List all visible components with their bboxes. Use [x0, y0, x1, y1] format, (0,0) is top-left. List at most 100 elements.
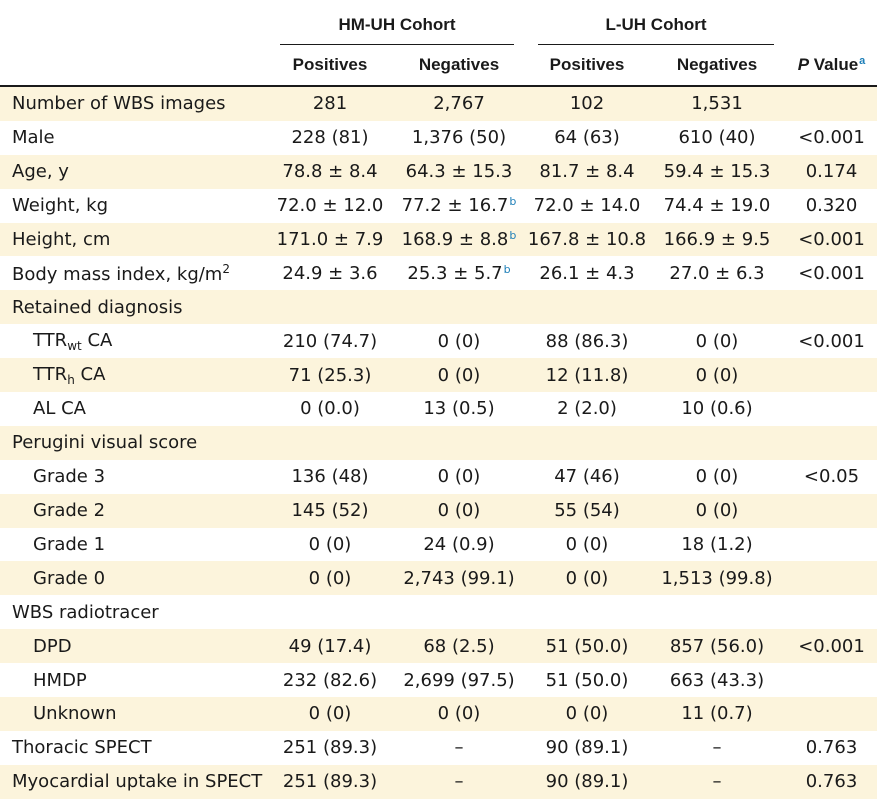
table-row: Thoracic SPECT 251 (89.3) – 90 (89.1) – 0.763 [0, 730, 877, 765]
row-label: Thoracic SPECT [0, 730, 268, 765]
cell-c3: 51 (50.0) [526, 663, 648, 698]
group-header-l-uh: L-UH Cohort [526, 5, 786, 45]
row-label: Body mass index, kg/m2 [0, 256, 268, 291]
cell-value: 210 (74.7) [282, 330, 378, 352]
col-l-negatives: Negatives [648, 45, 786, 87]
cell-c1: 71 (25.3) [268, 358, 392, 393]
row-label: TTRh CA [0, 358, 268, 393]
cell-value: – [454, 737, 464, 759]
table-row: Body mass index, kg/m2 24.9 ± 3.6 25.3 ± 5… [0, 256, 877, 291]
row-label-rest: CA [74, 363, 106, 385]
cell-value: 0 (0) [437, 364, 481, 386]
cell-value: 0 (0.0) [300, 398, 360, 420]
cell-value: 2,767 [433, 93, 485, 115]
cell-c4: 0 (0) [648, 358, 786, 393]
cell-c2: 0 (0) [392, 358, 526, 393]
row-label-text: Number of WBS images [12, 93, 226, 115]
cell-value: 0 (0) [308, 567, 352, 589]
cell-value: 64.3 ± 15.3 [405, 161, 513, 183]
cell-value: 1,376 (50) [411, 127, 507, 149]
cell-p-value: 0.763 [786, 764, 877, 799]
cell-value: 12 (11.8) [545, 364, 629, 386]
table-row: AL CA 0 (0.0) 13 (0.5) 2 (2.0) 10 (0.6) [0, 392, 877, 426]
cell-value: <0.001 [798, 229, 865, 250]
cell-c1: 72.0 ± 12.0 [268, 188, 392, 223]
cell-value: 0 (0) [308, 534, 352, 556]
cell-c1 [268, 595, 392, 630]
cell-value: 0.763 [805, 737, 858, 759]
cell-c4: 27.0 ± 6.3 [648, 256, 786, 291]
cell-value: 78.8 ± 8.4 [282, 161, 378, 183]
row-label-text: Grade 3 [33, 466, 106, 488]
cell-value: 55 (54) [554, 500, 620, 522]
header-empty-p [786, 5, 877, 45]
row-label-text: TTR [33, 329, 68, 351]
cell-value: 1,531 [691, 93, 743, 115]
group-hm-underline [280, 43, 514, 45]
header-row-columns: Positives Negatives Positives Negatives … [0, 45, 877, 87]
cell-value: 72.0 ± 14.0 [533, 195, 641, 217]
cell-value: <0.001 [798, 127, 865, 149]
cell-value: 228 (81) [291, 127, 369, 149]
cell-value: – [712, 737, 722, 759]
cell-value: <0.001 [798, 330, 865, 352]
cell-c3: 88 (86.3) [526, 324, 648, 359]
cell-c3: 167.8 ± 10.8 [526, 222, 648, 257]
footnote-b-marker: b [503, 262, 511, 276]
cell-value: 281 [312, 93, 348, 115]
table-row: Weight, kg 72.0 ± 12.0 77.2 ± 16.7b 72.0 ± … [0, 188, 877, 223]
row-label-text: TTR [33, 363, 68, 385]
cell-value: 171.0 ± 7.9 [276, 229, 384, 250]
cell-c4: 1,531 [648, 86, 786, 121]
col-l-positives: Positives [526, 45, 648, 87]
cell-value: 77.2 ± 16.7 [401, 195, 509, 217]
cell-p-value: <0.001 [786, 256, 877, 291]
cell-p-value: 0.174 [786, 154, 877, 189]
cell-value: 0 (0) [695, 500, 739, 522]
row-label-text: Grade 1 [33, 534, 106, 556]
row-label-text: HMDP [33, 669, 87, 691]
row-label: DPD [0, 629, 268, 664]
row-label: TTRwt CA [0, 324, 268, 359]
footnote-b-marker: b [509, 195, 517, 209]
cell-value: 13 (0.5) [423, 398, 495, 420]
cell-c3: 64 (63) [526, 120, 648, 155]
row-label: Age, y [0, 154, 268, 189]
cell-value: 24 (0.9) [423, 534, 495, 556]
row-label-text: Weight, kg [12, 195, 109, 217]
cell-value: 251 (89.3) [282, 771, 378, 793]
cell-c3: 0 (0) [526, 561, 648, 596]
header-label-col [0, 45, 268, 87]
cell-value: 47 (46) [554, 466, 620, 488]
header-empty [0, 5, 268, 45]
cell-c4: – [648, 730, 786, 765]
row-label: HMDP [0, 663, 268, 698]
row-label-text: Thoracic SPECT [12, 737, 152, 759]
cell-value: 0 (0) [565, 534, 609, 556]
table-row: Grade 0 0 (0) 2,743 (99.1) 0 (0) 1,513 (99.8… [0, 561, 877, 596]
row-label: Number of WBS images [0, 86, 268, 121]
cell-value: 10 (0.6) [681, 398, 753, 420]
row-label-text: Grade 2 [33, 500, 106, 522]
table-row: Age, y 78.8 ± 8.4 64.3 ± 15.3 81.7 ± 8.4 59.… [0, 154, 877, 189]
cell-p-value [786, 425, 877, 460]
cell-value: 88 (86.3) [545, 330, 629, 352]
cell-p-value: <0.05 [786, 459, 877, 494]
cell-value: – [454, 771, 464, 793]
cell-value: 0 (0) [437, 466, 481, 488]
cell-c4: 18 (1.2) [648, 527, 786, 562]
cell-p-value: <0.001 [786, 324, 877, 359]
group-hm-label: HM-UH Cohort [338, 15, 456, 34]
row-label-text: Myocardial uptake in SPECT [12, 771, 263, 793]
cell-c2: – [392, 730, 526, 765]
row-label-text: Perugini visual score [12, 432, 198, 454]
row-label: Male [0, 120, 268, 155]
table-row: Retained diagnosis [0, 290, 877, 325]
cell-c2 [392, 595, 526, 630]
cell-c1: 232 (82.6) [268, 663, 392, 698]
row-label: Grade 1 [0, 527, 268, 562]
cell-p-value [786, 290, 877, 325]
cell-p-value [786, 595, 877, 630]
header-row-groups: HM-UH Cohort L-UH Cohort [0, 5, 877, 45]
